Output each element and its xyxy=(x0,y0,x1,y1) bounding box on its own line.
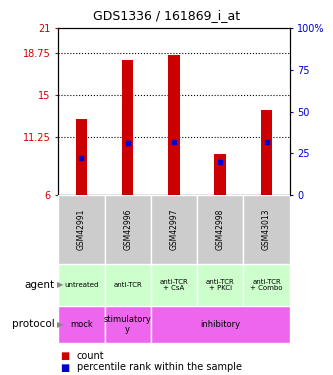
Text: anti-TCR: anti-TCR xyxy=(113,282,142,288)
Text: untreated: untreated xyxy=(64,282,99,288)
Bar xyxy=(105,306,151,343)
Bar xyxy=(197,195,243,264)
Text: ■: ■ xyxy=(60,363,69,372)
Text: ▶: ▶ xyxy=(57,280,63,290)
Text: GSM42997: GSM42997 xyxy=(169,209,178,251)
Text: count: count xyxy=(77,351,104,361)
Text: GDS1336 / 161869_i_at: GDS1336 / 161869_i_at xyxy=(93,9,240,22)
Bar xyxy=(58,195,105,264)
Text: GSM42998: GSM42998 xyxy=(216,209,225,251)
Bar xyxy=(76,119,87,195)
Bar xyxy=(58,306,105,343)
Text: GSM42991: GSM42991 xyxy=(77,209,86,251)
Text: protocol: protocol xyxy=(12,320,55,329)
Text: anti-TCR
+ CsA: anti-TCR + CsA xyxy=(160,279,188,291)
Bar xyxy=(214,154,226,195)
Bar xyxy=(168,56,180,195)
Text: mock: mock xyxy=(70,320,93,329)
Bar xyxy=(151,195,197,264)
Bar xyxy=(122,60,134,195)
Text: inhibitory: inhibitory xyxy=(200,320,240,329)
Text: anti-TCR
+ Combo: anti-TCR + Combo xyxy=(250,279,283,291)
Bar xyxy=(243,195,290,264)
Text: percentile rank within the sample: percentile rank within the sample xyxy=(77,363,241,372)
Text: stimulatory
y: stimulatory y xyxy=(104,315,152,334)
Text: GSM43013: GSM43013 xyxy=(262,209,271,251)
Text: GSM42996: GSM42996 xyxy=(123,209,132,251)
Bar xyxy=(105,195,151,264)
Bar xyxy=(58,264,105,306)
Bar xyxy=(261,110,272,195)
Bar xyxy=(151,264,197,306)
Bar xyxy=(151,306,290,343)
Bar xyxy=(243,264,290,306)
Bar xyxy=(105,264,151,306)
Bar xyxy=(197,264,243,306)
Text: agent: agent xyxy=(25,280,55,290)
Text: anti-TCR
+ PKCi: anti-TCR + PKCi xyxy=(206,279,235,291)
Text: ■: ■ xyxy=(60,351,69,361)
Text: ▶: ▶ xyxy=(57,320,63,329)
